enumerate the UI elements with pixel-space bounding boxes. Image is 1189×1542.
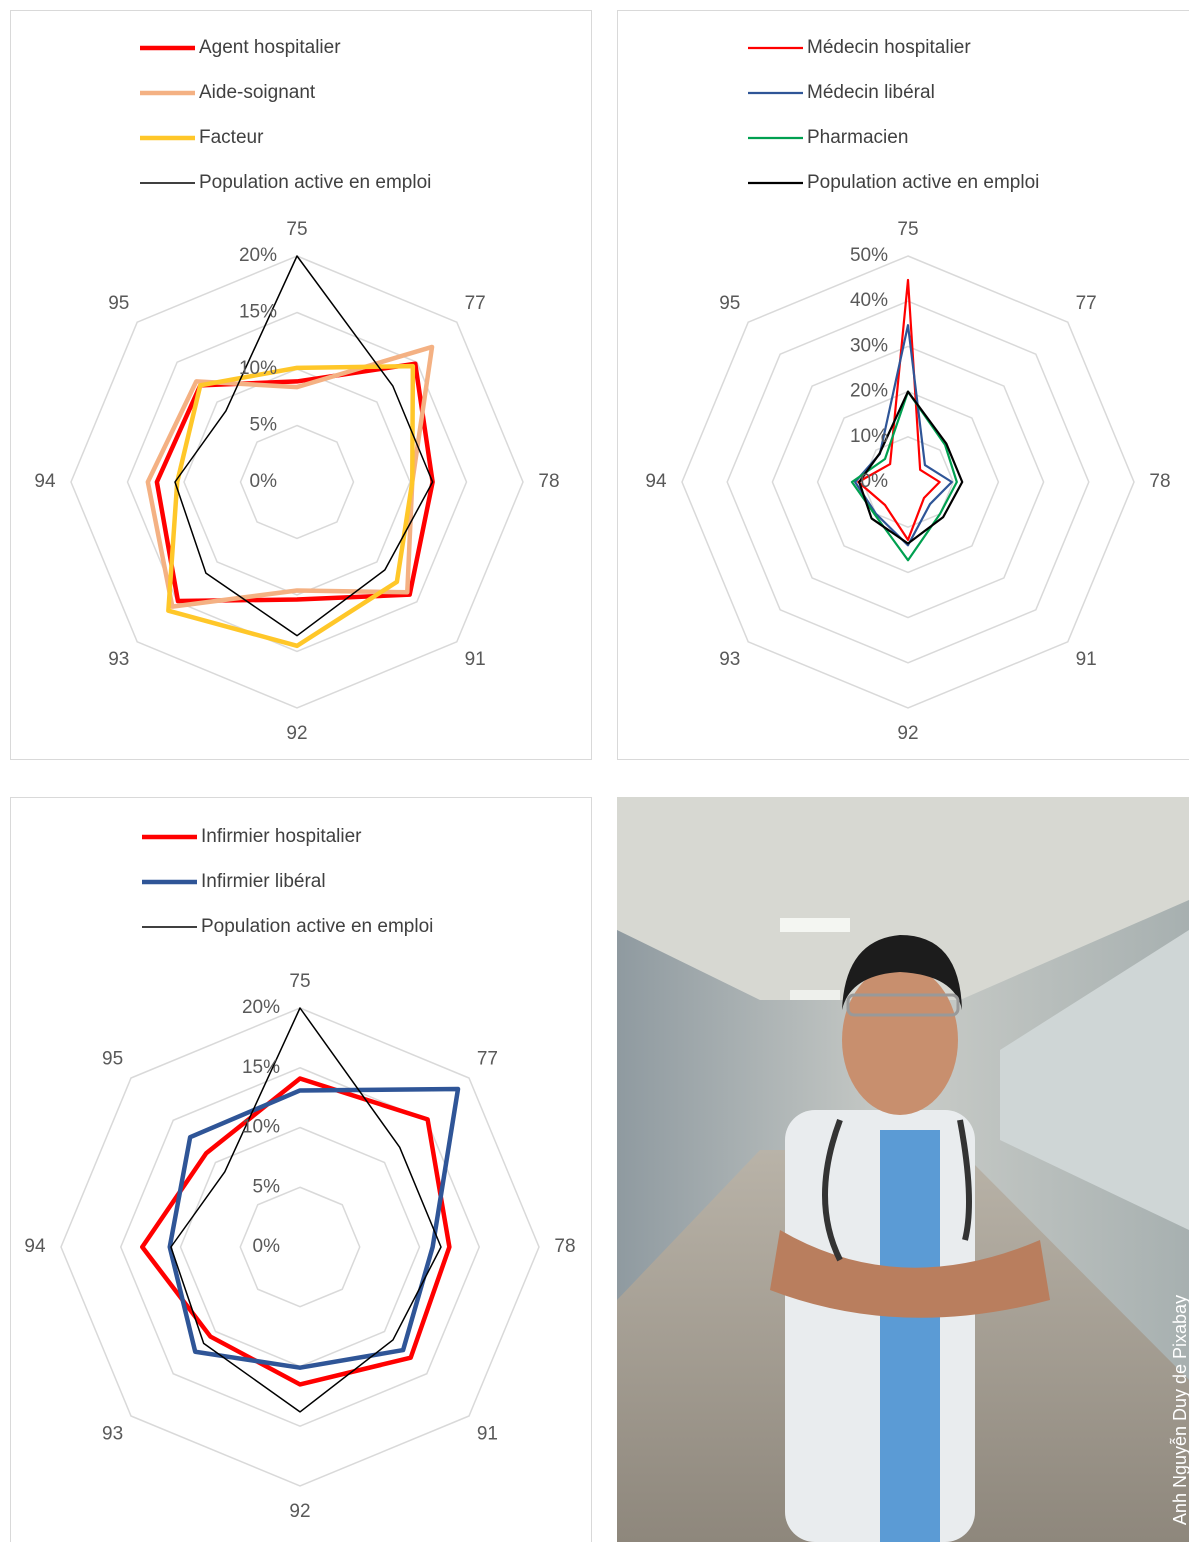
tick-label: 30% xyxy=(850,335,888,356)
axis-label: 93 xyxy=(108,649,129,670)
series-line xyxy=(850,390,958,562)
series-line xyxy=(858,390,964,545)
panel-frame xyxy=(10,10,592,760)
axis-label: 78 xyxy=(1149,471,1170,492)
axis-label: 91 xyxy=(1076,649,1097,670)
axis-label: 91 xyxy=(465,649,486,670)
axis-label: 93 xyxy=(102,1423,123,1444)
series-line xyxy=(174,255,434,637)
photo-credit: Anh Nguyễn Duy de Pixabay xyxy=(1169,1295,1189,1525)
photo xyxy=(617,797,1189,1542)
legend-label: Population active en emploi xyxy=(807,172,1039,193)
axis-label: 95 xyxy=(102,1049,123,1070)
tick-label: 5% xyxy=(253,1176,281,1197)
legend-label: Médecin libéral xyxy=(807,82,935,103)
legend-label: Infirmier hospitalier xyxy=(201,826,362,847)
axis-label: 78 xyxy=(554,1236,575,1257)
grid-ring xyxy=(816,390,1000,574)
axis-label: 75 xyxy=(289,971,310,992)
tick-label: 10% xyxy=(242,1117,280,1138)
series-line xyxy=(166,363,416,649)
axis-label: 94 xyxy=(34,471,56,492)
legend-label: Aide-soignant xyxy=(199,82,316,103)
axis-label: 95 xyxy=(108,293,129,314)
panel-frame xyxy=(617,10,1189,760)
panel-frame xyxy=(10,797,592,1542)
grid-ring xyxy=(726,300,1090,664)
series-line xyxy=(154,361,435,604)
tick-label: 20% xyxy=(242,997,280,1018)
tick-label: 50% xyxy=(850,245,888,266)
grid-ring xyxy=(70,255,524,709)
axis-label: 95 xyxy=(719,293,740,314)
tick-label: 10% xyxy=(239,358,277,379)
series-line xyxy=(857,278,941,541)
axis-label: 93 xyxy=(719,649,740,670)
axis-label: 78 xyxy=(538,471,559,492)
axis-label: 77 xyxy=(465,293,486,314)
grid-ring xyxy=(239,1186,361,1308)
tick-label: 40% xyxy=(850,290,888,311)
axis-label: 91 xyxy=(477,1423,498,1444)
series-line xyxy=(167,1086,461,1370)
grid-ring xyxy=(179,1126,421,1368)
legend-label: Population active en emploi xyxy=(201,916,433,937)
grid-ring xyxy=(126,311,468,653)
axis-label: 75 xyxy=(286,219,307,240)
series-line xyxy=(145,344,435,609)
axis-label: 77 xyxy=(1076,293,1097,314)
grid-ring xyxy=(119,1066,481,1428)
tick-label: 10% xyxy=(850,426,888,447)
axis-label: 92 xyxy=(286,723,307,744)
series-line xyxy=(170,1007,442,1413)
axis-label: 75 xyxy=(897,219,918,240)
legend-label: Facteur xyxy=(199,127,264,148)
grid-ring xyxy=(60,1007,540,1487)
axis-label: 94 xyxy=(24,1236,46,1257)
grid-ring xyxy=(183,368,411,596)
tick-label: 0% xyxy=(861,471,889,492)
tick-label: 20% xyxy=(239,245,277,266)
grid-ring xyxy=(861,435,955,529)
tick-label: 15% xyxy=(239,302,277,323)
legend-label: Médecin hospitalier xyxy=(807,37,971,58)
axis-label: 94 xyxy=(645,471,667,492)
axis-label: 92 xyxy=(289,1501,310,1522)
legend-label: Population active en emploi xyxy=(199,172,431,193)
legend-label: Agent hospitalier xyxy=(199,37,341,58)
axis-label: 77 xyxy=(477,1049,498,1070)
grid-ring xyxy=(681,255,1135,709)
legend-label: Pharmacien xyxy=(807,127,908,148)
series-line xyxy=(140,1076,452,1387)
tick-label: 0% xyxy=(253,1236,281,1257)
tick-label: 5% xyxy=(250,415,278,436)
tick-label: 15% xyxy=(242,1057,280,1078)
axis-label: 92 xyxy=(897,723,918,744)
grid-ring xyxy=(239,424,355,540)
tick-label: 20% xyxy=(850,381,888,402)
tick-label: 0% xyxy=(250,471,278,492)
grid-ring xyxy=(771,345,1045,619)
legend-label: Infirmier libéral xyxy=(201,871,326,892)
